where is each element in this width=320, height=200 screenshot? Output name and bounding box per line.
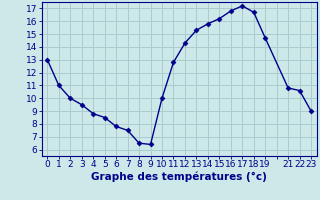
X-axis label: Graphe des températures (°c): Graphe des températures (°c) [91,172,267,182]
